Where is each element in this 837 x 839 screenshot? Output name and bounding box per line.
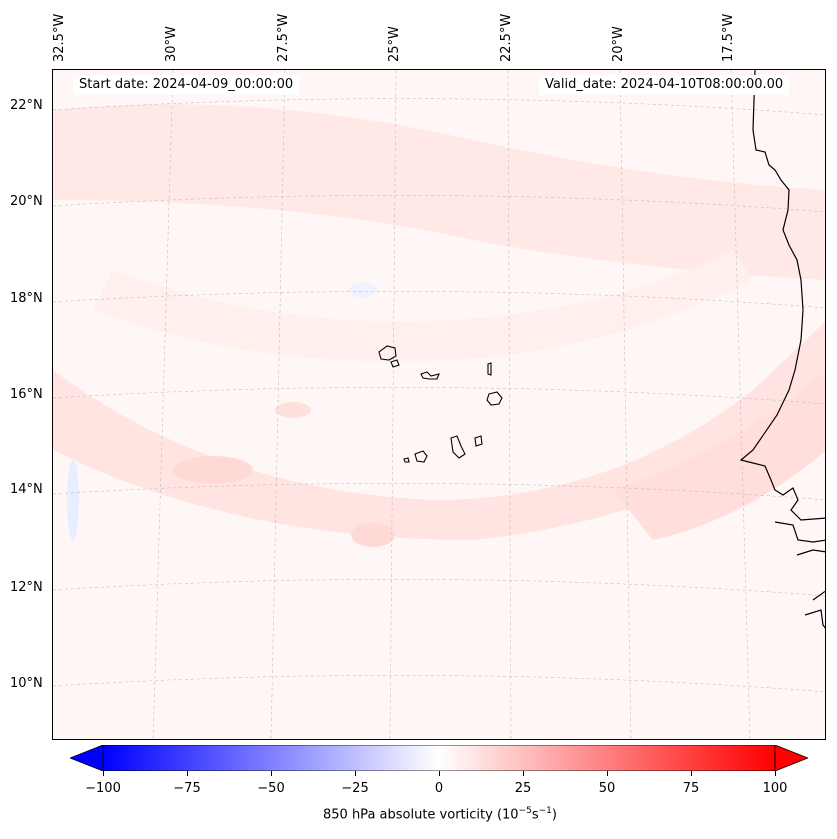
vorticity-patch-neg-2 — [349, 282, 377, 298]
colorbar-tick: 25 — [514, 781, 532, 796]
colorbar-tick: 75 — [682, 781, 700, 796]
lat-label-16n: 16°N — [10, 387, 43, 402]
colorbar-tick: 50 — [598, 781, 616, 796]
lat-label-20n: 20°N — [10, 194, 43, 209]
island-sal — [487, 362, 492, 376]
island-sao-vicente — [390, 359, 400, 368]
cape-verde-islands — [378, 345, 503, 463]
lat-label-18n: 18°N — [10, 291, 43, 306]
lat-label-10n: 10°N — [10, 676, 43, 691]
island-sao-nicolau — [420, 371, 440, 380]
colorbar-label: 850 hPa absolute vorticity (10−5s−1) — [323, 806, 557, 823]
colorbar-tick: −100 — [85, 781, 121, 796]
map-field — [53, 70, 825, 739]
colorbar-tick: −50 — [257, 781, 285, 796]
colorbar-extend-high — [774, 745, 808, 771]
vorticity-band-north — [53, 104, 825, 280]
graticule — [53, 70, 825, 739]
lon-label-20w: 20°W — [611, 26, 626, 62]
lon-label-17-5w: 17.5°W — [721, 13, 736, 62]
lon-label-32-5w: 32.5°W — [52, 13, 67, 62]
valid-date-label: Valid_date: 2024-04-10T08:00:00.00 — [539, 75, 790, 95]
lon-label-25w: 25°W — [387, 26, 402, 62]
island-brava — [403, 457, 410, 463]
vorticity-map — [52, 69, 826, 740]
island-maio — [474, 435, 483, 447]
island-fogo — [414, 450, 428, 463]
colorbar-tick: 100 — [762, 781, 788, 796]
africa-coastline-south — [774, 521, 825, 629]
lat-label-22n: 22°N — [10, 98, 43, 113]
lon-label-27-5w: 27.5°W — [276, 13, 291, 62]
lon-label-30w: 30°W — [164, 26, 179, 62]
africa-coastline — [739, 70, 825, 521]
vorticity-patch-neg — [67, 460, 79, 540]
lon-label-22-5w: 22.5°W — [499, 13, 514, 62]
colorbar-gradient — [102, 745, 776, 771]
lat-label-12n: 12°N — [10, 580, 43, 595]
island-santo-antao — [378, 345, 397, 361]
start-date-label: Start date: 2024-04-09_00:00:00 — [73, 75, 300, 95]
colorbar-extend-low — [70, 745, 104, 771]
vorticity-patch-2 — [351, 523, 395, 547]
colorbar-tick: −75 — [173, 781, 201, 796]
vorticity-band-east — [613, 371, 825, 540]
vorticity-band-inner — [93, 250, 753, 362]
vorticity-patch-1 — [173, 456, 253, 484]
lat-label-14n: 14°N — [10, 482, 43, 497]
island-boa-vista — [486, 391, 503, 406]
colorbar-tick: 0 — [434, 781, 444, 796]
vorticity-patch-3 — [275, 402, 311, 418]
colorbar — [70, 745, 808, 771]
island-santiago — [450, 435, 466, 459]
colorbar-tick: −25 — [341, 781, 369, 796]
